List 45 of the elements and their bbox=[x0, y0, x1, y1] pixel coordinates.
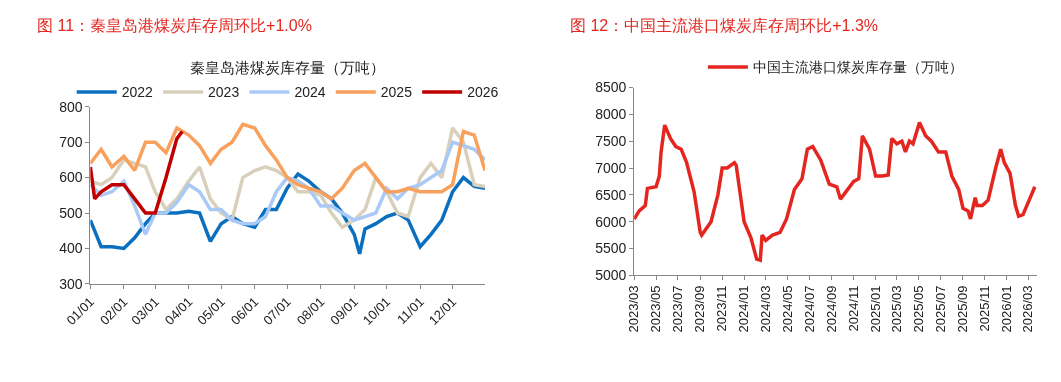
x-tick-label: 2023/09 bbox=[692, 285, 708, 333]
x-tick-label: 2023/03 bbox=[626, 285, 642, 333]
line-series bbox=[90, 122, 486, 201]
x-tick-label: 2025/11 bbox=[977, 285, 993, 332]
x-tick-label: 2024/01 bbox=[736, 285, 752, 333]
y-tick-label: 8500 bbox=[595, 79, 627, 96]
y-tick-label: 800 bbox=[59, 98, 83, 115]
y-tick-label: 7000 bbox=[595, 159, 627, 176]
x-tick-label: 2024/09 bbox=[824, 285, 840, 333]
x-tick-label: 2025/01 bbox=[867, 285, 883, 333]
x-tick-label: 2024/03 bbox=[757, 285, 773, 333]
y-tick-label: 700 bbox=[59, 134, 83, 151]
y-tick-label: 7500 bbox=[595, 133, 627, 150]
legend-label: 2023 bbox=[208, 84, 240, 101]
y-tick-label: 300 bbox=[59, 275, 83, 292]
x-tick-label: 2023/07 bbox=[670, 285, 686, 333]
legend-label: 中国主流港口煤炭库存量（万吨） bbox=[752, 59, 963, 76]
y-tick-label: 600 bbox=[59, 169, 83, 186]
line-series bbox=[90, 129, 185, 215]
x-tick-label: 2024/11 bbox=[845, 285, 861, 332]
y-tick-label: 400 bbox=[59, 240, 83, 257]
line-series bbox=[634, 120, 1037, 263]
chart-subtitle: 秦皇岛港煤炭库存量（万吨） bbox=[190, 59, 385, 76]
x-tick-label: 2026/03 bbox=[1020, 285, 1036, 333]
x-tick-label: 2024/07 bbox=[801, 285, 817, 333]
chart-title: 图 12：中国主流港口煤炭库存周环比+1.3% bbox=[570, 17, 879, 34]
legend-label: 2024 bbox=[294, 84, 326, 101]
x-tick-label: 2025/05 bbox=[910, 285, 926, 333]
x-tick-label: 2026/01 bbox=[999, 285, 1015, 333]
x-tick-label: 2025/09 bbox=[955, 285, 971, 333]
y-tick-label: 5500 bbox=[595, 240, 627, 257]
chart-title: 图 11：秦皇岛港煤炭库存周环比+1.0% bbox=[37, 17, 312, 34]
y-tick-label: 6000 bbox=[595, 213, 627, 230]
x-tick-label: 2024/05 bbox=[779, 285, 795, 333]
x-tick-label: 2023/05 bbox=[648, 285, 664, 333]
x-tick-label: 2025/07 bbox=[932, 285, 948, 333]
legend-label: 2026 bbox=[467, 84, 499, 101]
y-tick-label: 500 bbox=[59, 204, 83, 221]
x-tick-label: 2025/03 bbox=[889, 285, 905, 333]
y-tick-label: 5000 bbox=[595, 267, 627, 284]
y-tick-label: 8000 bbox=[595, 106, 627, 123]
legend-label: 2022 bbox=[121, 84, 154, 101]
legend-label: 2025 bbox=[380, 84, 413, 101]
y-tick-label: 6500 bbox=[595, 186, 627, 203]
x-tick-label: 2023/11 bbox=[714, 285, 730, 332]
